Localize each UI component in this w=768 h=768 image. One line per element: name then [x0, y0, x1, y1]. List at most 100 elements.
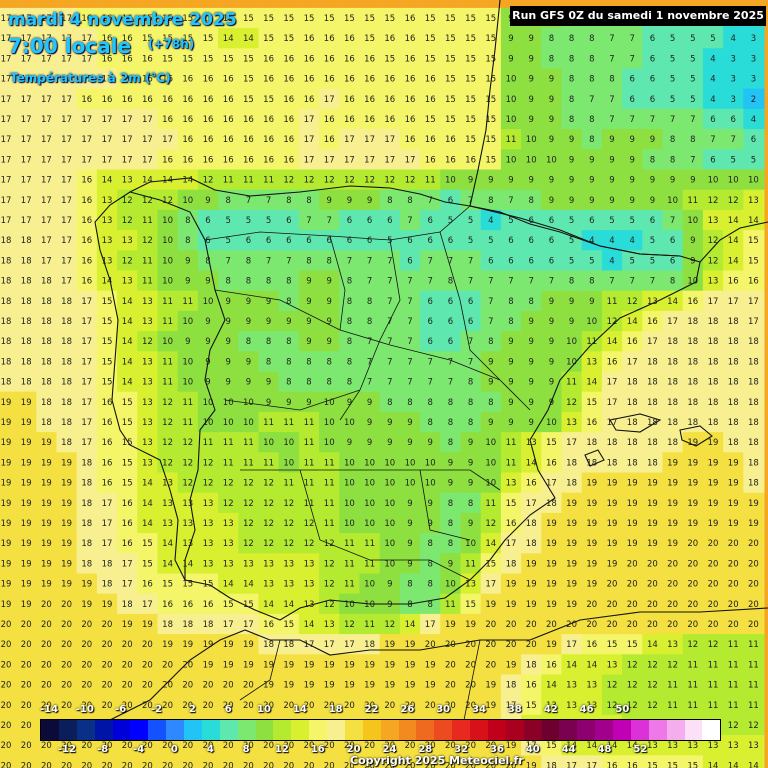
legend-tick-label: -4 — [133, 744, 145, 755]
legend-swatch — [630, 720, 649, 740]
legend-swatch — [613, 720, 631, 740]
temperature-cell — [359, 48, 381, 70]
temperature-cell — [298, 7, 321, 30]
legend-tick-label: 46 — [579, 704, 594, 715]
temperature-cell — [581, 149, 603, 171]
temperature-cell — [702, 48, 725, 70]
temperature-cell — [36, 129, 58, 151]
temperature-cell — [157, 68, 179, 90]
temperature-cell — [278, 88, 300, 110]
temperature-cell — [258, 68, 280, 90]
legend-swatch — [452, 720, 470, 740]
temperature-cell — [339, 68, 361, 90]
temperature-cell — [76, 129, 98, 151]
temperature-cell — [682, 129, 704, 151]
temperature-cell — [36, 68, 58, 90]
temperature-cell — [743, 149, 765, 171]
temperature-cell — [743, 88, 765, 110]
temperature-cell — [197, 149, 220, 171]
temperature-cell — [278, 7, 300, 30]
temperature-cell — [662, 28, 684, 50]
temperature-cell — [359, 68, 381, 90]
temperature-cell — [117, 108, 139, 131]
temperature-cell — [218, 28, 240, 50]
temperature-cell — [460, 68, 482, 90]
temperature-cell — [298, 48, 321, 70]
temperature-cell — [56, 108, 78, 131]
temperature-cell — [420, 7, 442, 30]
temperature-cell — [36, 149, 58, 171]
temperature-cell — [399, 129, 422, 151]
run-info-badge: Run GFS 0Z du samedi 1 novembre 2025 — [510, 6, 766, 26]
temperature-cell — [0, 129, 18, 151]
temperature-cell — [197, 28, 220, 50]
legend-tick-label: 18 — [328, 704, 343, 715]
temperature-cell — [541, 149, 563, 171]
temperature-cell — [117, 7, 139, 30]
legend-swatch — [327, 720, 345, 740]
temperature-cell — [157, 7, 179, 30]
legend-tick-label: 52 — [633, 744, 648, 755]
temperature-cell — [137, 129, 159, 151]
temperature-cell — [440, 169, 462, 191]
temperature-cell — [0, 7, 18, 30]
temperature-cell — [500, 169, 523, 191]
temperature-cell — [298, 68, 321, 90]
temperature-cell — [137, 7, 159, 30]
temperature-cell — [177, 7, 199, 30]
legend-swatch — [291, 720, 310, 740]
temperature-cell — [117, 48, 139, 70]
temperature-cell — [581, 108, 603, 131]
legend-tick-label: -12 — [57, 744, 76, 755]
temperature-cell — [662, 129, 684, 151]
temperature-cell — [399, 149, 422, 171]
temperature-cell — [96, 169, 119, 191]
temperature-cell — [197, 129, 220, 151]
temperature-cell — [238, 7, 260, 30]
temperature-cell — [96, 7, 119, 30]
temperature-cell — [298, 108, 321, 131]
temperature-cell — [581, 88, 603, 110]
temperature-cell — [682, 28, 704, 50]
temperature-cell — [197, 108, 220, 131]
temperature-cell — [117, 149, 139, 171]
temperature-cell — [218, 88, 240, 110]
temperature-cell — [339, 88, 361, 110]
temperature-cell — [399, 108, 422, 131]
temperature-cell — [16, 129, 38, 151]
temperature-cell — [440, 48, 462, 70]
temperature-cell — [440, 7, 462, 30]
temperature-cell — [521, 108, 543, 131]
temperature-cell — [480, 169, 502, 191]
temperature-cell — [76, 149, 98, 171]
temperature-cell — [500, 28, 523, 50]
temperature-cell — [379, 129, 401, 151]
legend-swatch — [94, 720, 113, 740]
temperature-cell — [399, 169, 422, 191]
temperature-cell — [601, 108, 624, 131]
legend-swatch — [219, 720, 238, 740]
temperature-cell — [36, 48, 58, 70]
temperature-cell — [723, 48, 745, 70]
balearic-islands — [584, 413, 713, 467]
forecast-time: 7:00 locale — [8, 34, 132, 58]
temperature-cell — [339, 169, 361, 191]
temperature-cell — [298, 88, 321, 110]
temperature-cell — [420, 169, 442, 191]
temperature-cell — [440, 129, 462, 151]
temperature-cell — [723, 149, 745, 171]
temperature-cell — [440, 88, 462, 110]
temperature-cell — [16, 7, 38, 30]
legend-swatch — [362, 720, 381, 740]
temperature-cell — [743, 129, 765, 151]
temperature-cell — [500, 88, 523, 110]
temperature-cell — [541, 48, 563, 70]
temperature-cell — [480, 48, 502, 70]
temperature-cell — [278, 149, 300, 171]
temperature-cell — [238, 129, 260, 151]
temperature-cell — [420, 129, 442, 151]
temperature-cell — [379, 28, 401, 50]
legend-tick-label: 34 — [472, 704, 487, 715]
temperature-cell — [622, 68, 644, 90]
